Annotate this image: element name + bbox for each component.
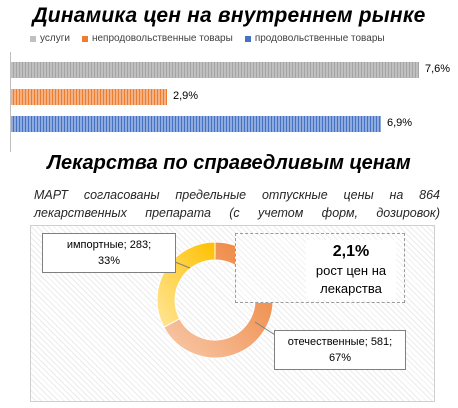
leader-line-import: [174, 261, 191, 269]
leader-line-domestic: [254, 321, 276, 336]
bar-value-label-2: 6,9%: [387, 117, 413, 129]
bar-2: [11, 116, 381, 132]
bar-axis: [10, 52, 11, 152]
legend-swatch-food: [244, 35, 251, 42]
data-label-domestic-line1: отечественные; 581;: [287, 336, 393, 348]
legend-label-services: услуги: [40, 33, 70, 44]
legend-item-nonfood: непродовольственные товары: [81, 33, 233, 44]
bar-0: [11, 62, 419, 78]
chart-title-prices: Динамика цен на внутреннем рынке: [32, 4, 426, 27]
callout: 2,1% рост цен на лекарства: [235, 233, 405, 303]
data-label-domestic-line2: 67%: [328, 352, 352, 364]
bar-value-label-1: 2,9%: [173, 90, 199, 102]
bar-value-label-0: 7,6%: [425, 63, 451, 75]
legend-label-food: продовольственные товары: [254, 33, 385, 44]
legend-swatch-services: [30, 35, 36, 42]
data-label-import: импортные; 283; 33%: [42, 233, 176, 273]
callout-box: 2,1% рост цен на лекарства: [306, 240, 396, 300]
legend-item-services: услуги: [30, 33, 70, 44]
bar-1: [11, 89, 167, 105]
legend-label-nonfood: непродовольственные товары: [91, 33, 233, 44]
callout-value: 2,1%: [332, 243, 370, 260]
data-label-import-line2: 33%: [97, 255, 121, 267]
callout-text-line2: лекарства: [320, 281, 382, 296]
legend-swatch-nonfood: [81, 35, 88, 42]
chart-title-medicines: Лекарства по справедливым ценам: [47, 152, 411, 174]
data-label-import-line1: импортные; 283;: [66, 239, 152, 251]
medicines-description: МАРТ согласованы предельные отпускные це…: [34, 188, 440, 220]
legend: услуги непродовольственные товары продов…: [30, 33, 385, 44]
legend-item-food: продовольственные товары: [244, 33, 385, 44]
callout-text-line1: рост цен на: [315, 263, 387, 278]
data-label-domestic: отечественные; 581; 67%: [274, 330, 406, 370]
